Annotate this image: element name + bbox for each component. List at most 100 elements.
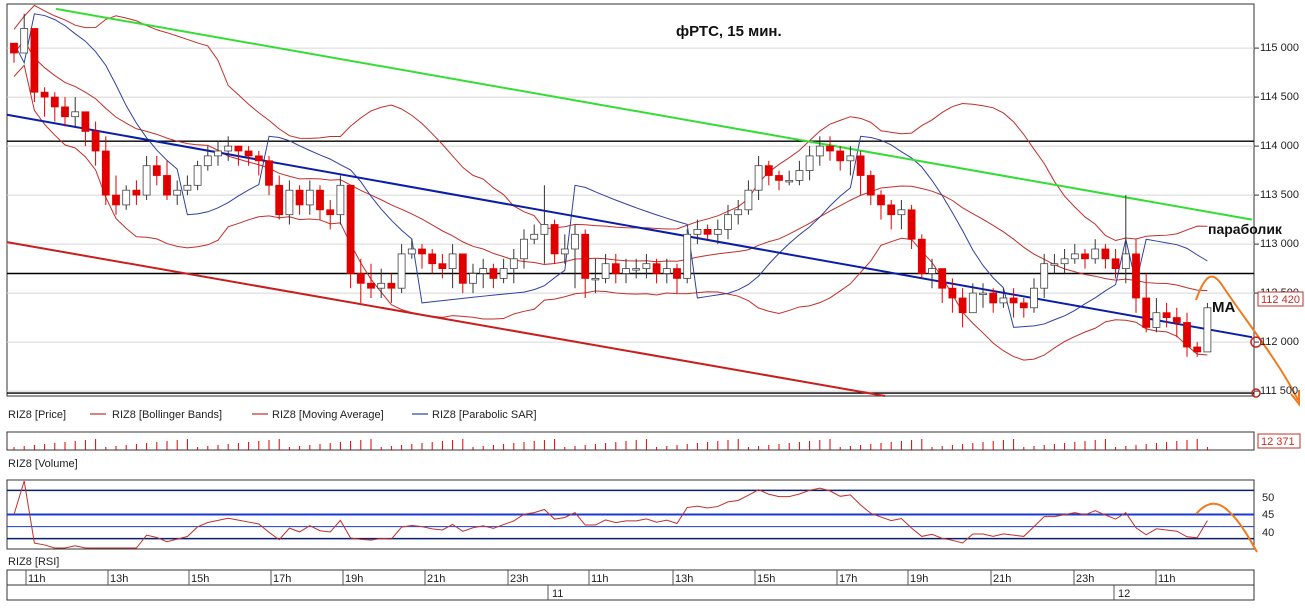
candle-body — [632, 268, 641, 271]
legend-bollinger: RIZ8 [Bollinger Bands] — [112, 409, 222, 421]
candle-body — [81, 111, 90, 132]
candle-body — [489, 268, 498, 279]
candle-body — [30, 28, 39, 93]
candle-body — [877, 194, 885, 206]
candle-body — [458, 253, 467, 284]
candle-body — [734, 209, 743, 216]
candle-body — [560, 248, 569, 255]
candle-body — [152, 165, 161, 176]
candle-body — [1121, 253, 1130, 269]
candle-body — [234, 145, 243, 152]
candle-body — [571, 233, 579, 250]
candle-body — [244, 150, 253, 157]
candle-body — [683, 233, 692, 279]
rsi-tick-label: 45 — [1262, 509, 1274, 521]
candle-body — [163, 175, 171, 196]
target-marker — [1250, 336, 1262, 348]
candle-body — [132, 189, 141, 196]
candle-body — [305, 189, 314, 206]
candle-body — [979, 292, 987, 296]
candle-body — [642, 263, 651, 270]
candle-body — [836, 150, 845, 162]
candle-body — [316, 189, 324, 211]
candle-body — [469, 273, 477, 284]
legend-parabolic-sar: RIZ8 [Parabolic SAR] — [432, 409, 537, 421]
candle-body — [101, 150, 110, 196]
price-tick-label: 114 500 — [1260, 91, 1299, 103]
candle-body — [1132, 253, 1140, 299]
rsi-tick-label: 50 — [1262, 492, 1274, 504]
legend-moving-average: RIZ8 [Moving Average] — [272, 409, 384, 421]
candle-body — [203, 155, 212, 167]
time-tick-label: 17h — [273, 573, 291, 585]
price-tick-label: 114 000 — [1260, 140, 1299, 152]
candle-body — [744, 189, 753, 211]
candle-body — [407, 248, 416, 255]
time-tick-label: 11h — [591, 573, 609, 585]
candle-body — [917, 238, 926, 274]
time-tick-label: 13h — [675, 573, 693, 585]
volume-label: RIZ8 [Volume] — [8, 458, 78, 470]
time-tick-label: 19h — [910, 573, 928, 585]
time-tick-label: 11h — [28, 573, 46, 585]
candle-body — [1152, 312, 1161, 328]
day-label: 12 — [1118, 588, 1130, 600]
price-panel-frame — [6, 3, 1255, 397]
candle-body — [530, 233, 539, 240]
candle-body — [795, 170, 804, 181]
candle-body — [214, 150, 222, 157]
target-marker — [1251, 388, 1261, 398]
candle-body — [346, 184, 355, 274]
candle-body — [10, 42, 18, 54]
candle-body — [428, 253, 437, 265]
rsi-forecast-arrow — [1195, 502, 1258, 553]
resistance-trend-line — [55, 7, 1253, 221]
volume-last-badge — [1257, 433, 1301, 449]
candle-body — [1162, 312, 1171, 319]
candle-body — [1019, 302, 1028, 309]
candle-body — [254, 155, 263, 162]
candle-body — [785, 179, 794, 183]
candle-body — [652, 263, 661, 274]
candle-body — [1101, 248, 1110, 260]
rsi-label: RIZ8 [RSI] — [8, 556, 59, 568]
candle-body — [356, 273, 365, 284]
candle-body — [275, 184, 284, 216]
candle-body — [958, 297, 967, 314]
candle-body — [50, 96, 59, 108]
volume-last-label: 12 371 — [1261, 436, 1295, 448]
candle-body — [40, 91, 49, 98]
time-tick-label: 13h — [110, 573, 128, 585]
parabolic-sar-line — [13, 13, 1208, 328]
candle-body — [948, 287, 957, 299]
candle-body — [1040, 263, 1049, 289]
price-forecast-arrow — [1195, 275, 1299, 401]
candle-body — [611, 263, 620, 274]
time-tick-label: 23h — [510, 573, 528, 585]
candle-body — [295, 189, 304, 206]
bollinger-lower-line — [13, 64, 1208, 361]
day-label: 11 — [552, 588, 563, 600]
candle-body — [438, 263, 447, 270]
candle-body — [775, 175, 783, 181]
candle-body — [826, 145, 834, 152]
candle-body — [1050, 263, 1059, 266]
candle-body — [173, 189, 182, 196]
candle-body — [377, 282, 386, 289]
rsi-line — [13, 480, 1208, 549]
candle-body — [815, 145, 824, 157]
candle-body — [224, 145, 233, 152]
bollinger-upper-line — [13, 4, 1208, 242]
candle-body — [1183, 322, 1191, 348]
rsi-tick-label: 40 — [1262, 527, 1274, 539]
candle-body — [418, 248, 426, 255]
candle-body — [387, 282, 396, 289]
candle-body — [1070, 253, 1079, 260]
candle-body — [703, 228, 712, 235]
candle-body — [581, 233, 590, 279]
time-tick-label: 11h — [1158, 573, 1176, 585]
candle-body — [540, 224, 549, 235]
candle-body — [928, 268, 936, 274]
candle-body — [112, 194, 120, 206]
